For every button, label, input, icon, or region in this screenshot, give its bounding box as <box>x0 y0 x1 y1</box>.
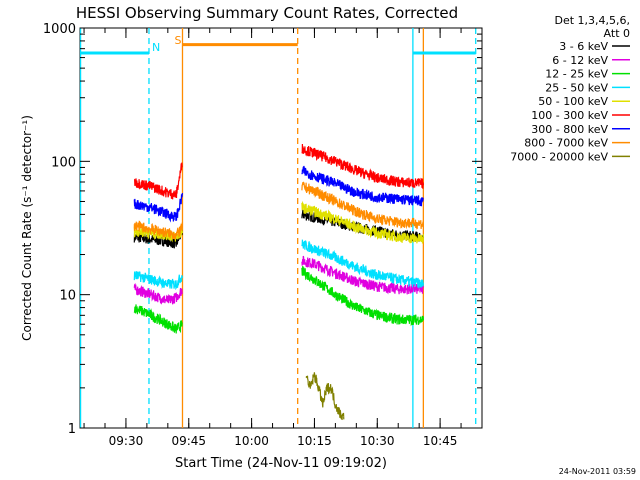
legend-label: 12 - 25 keV <box>545 68 608 81</box>
legend-header: Det 1,3,4,5,6, <box>554 14 630 27</box>
series-line <box>301 255 424 295</box>
x-tick-label: 10:00 <box>234 434 269 448</box>
series-line <box>301 181 424 230</box>
x-tick-label: 09:30 <box>109 434 144 448</box>
footer-timestamp: 24-Nov-2011 03:59 <box>559 467 636 476</box>
y-tick-label: 1 <box>68 422 76 437</box>
series-line <box>133 271 183 291</box>
y-tick-label: 10 <box>59 289 76 304</box>
series-line <box>133 220 183 240</box>
y-tick-label: 100 <box>51 155 76 170</box>
series-line <box>301 143 424 189</box>
series-line <box>133 304 183 334</box>
series-line <box>305 372 345 421</box>
x-tick-label: 09:45 <box>171 434 206 448</box>
series-line <box>133 282 183 305</box>
series-line <box>133 192 183 223</box>
chart-title: HESSI Observing Summary Count Rates, Cor… <box>76 4 458 22</box>
x-tick-label: 10:15 <box>297 434 332 448</box>
y-tick-label: 1000 <box>43 22 76 37</box>
x-tick-label: 10:45 <box>423 434 458 448</box>
legend-label: 800 - 7000 keV <box>524 137 608 150</box>
legend-header: Att 0 <box>604 27 630 40</box>
series-line <box>134 162 183 200</box>
legend-label: 3 - 6 keV <box>559 40 608 53</box>
marker-s: S <box>174 34 181 47</box>
series-line <box>301 265 424 327</box>
x-axis-label: Start Time (24-Nov-11 09:19:02) <box>175 456 387 471</box>
legend-label: 50 - 100 keV <box>538 95 608 108</box>
legend-label: 7000 - 20000 keV <box>510 150 608 163</box>
plot-area: NS <box>79 28 477 428</box>
legend-label: 25 - 50 keV <box>545 81 608 94</box>
legend-label: 6 - 12 keV <box>552 54 608 67</box>
legend-label: 100 - 300 keV <box>531 109 608 122</box>
series-line <box>301 165 424 207</box>
axes: 09:30 09:45 10:00 10:15 10:30 10:45 1 10 100 1000 <box>43 22 483 448</box>
y-axis-label: Corrected Count Rate (s⁻¹ detector⁻¹) <box>20 115 34 341</box>
legend-label: 300 - 800 keV <box>531 123 608 136</box>
series-line <box>301 200 424 244</box>
x-tick-label: 10:30 <box>360 434 395 448</box>
series-line <box>301 239 424 289</box>
marker-n: N <box>152 41 160 54</box>
